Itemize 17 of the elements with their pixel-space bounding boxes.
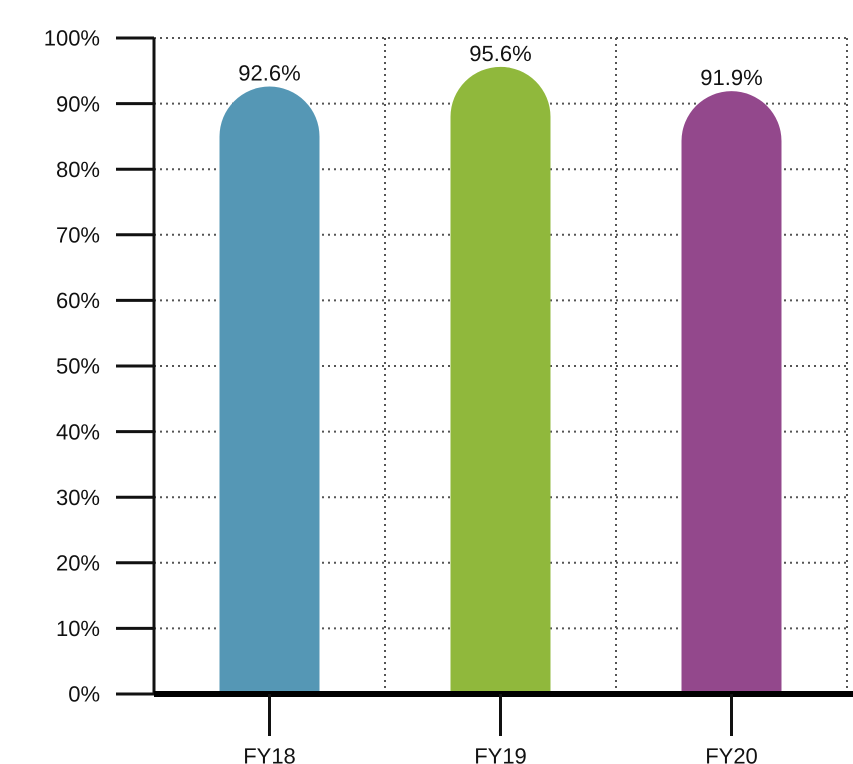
y-tick-label: 50% (56, 354, 100, 379)
y-tick-label: 0% (68, 682, 100, 707)
y-tick-label: 40% (56, 419, 100, 444)
y-tick-label: 100% (44, 26, 100, 51)
x-tick-label: FY20 (705, 744, 758, 764)
y-tick-label: 60% (56, 288, 100, 314)
y-tick-label: 90% (56, 91, 100, 116)
x-tick-label: FY19 (474, 744, 527, 764)
y-tick-label: 70% (56, 222, 100, 248)
y-tick-label: 10% (56, 616, 100, 642)
y-tick-label: 20% (56, 550, 100, 576)
data-label: 95.6% (469, 40, 532, 66)
data-label: 91.9% (700, 65, 763, 90)
data-label: 92.6% (238, 60, 301, 86)
y-tick-label: 30% (56, 484, 100, 510)
x-tick-label: FY18 (243, 744, 296, 764)
y-tick-label: 80% (56, 156, 100, 182)
